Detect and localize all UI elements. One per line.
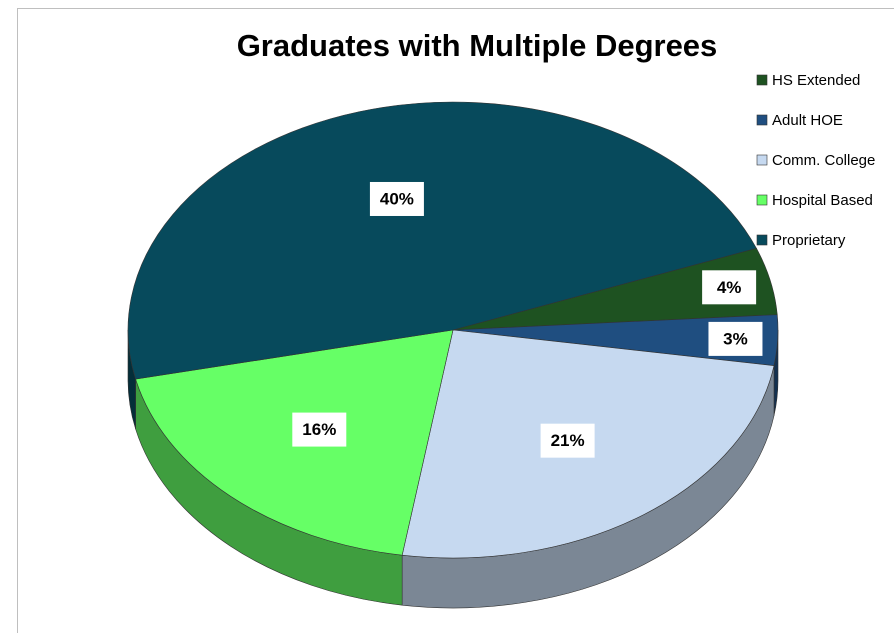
legend-label: Comm. College xyxy=(772,152,875,169)
legend-label: Adult HOE xyxy=(772,112,843,129)
slice xyxy=(127,101,757,380)
legend-swatch xyxy=(756,114,768,126)
data-label: 21% xyxy=(551,431,585,450)
data-label: 3% xyxy=(723,329,748,348)
data-label: 4% xyxy=(717,278,742,297)
data-label-box xyxy=(369,181,424,216)
legend-swatch xyxy=(756,234,768,246)
chart-title: Graduates with Multiple Degrees xyxy=(237,28,718,63)
legend-label: Proprietary xyxy=(772,232,846,249)
legend-swatch xyxy=(756,194,768,206)
data-label-box xyxy=(292,412,347,447)
legend-label: HS Extended xyxy=(772,72,860,89)
legend-swatch xyxy=(756,154,768,166)
data-label-box xyxy=(540,423,595,458)
data-label: 16% xyxy=(302,420,336,439)
data-label: 40% xyxy=(380,189,414,208)
legend-swatch xyxy=(756,74,768,86)
data-label-box xyxy=(702,270,757,305)
legend-label: Hospital Based xyxy=(772,192,873,209)
data-label-box xyxy=(708,321,763,356)
